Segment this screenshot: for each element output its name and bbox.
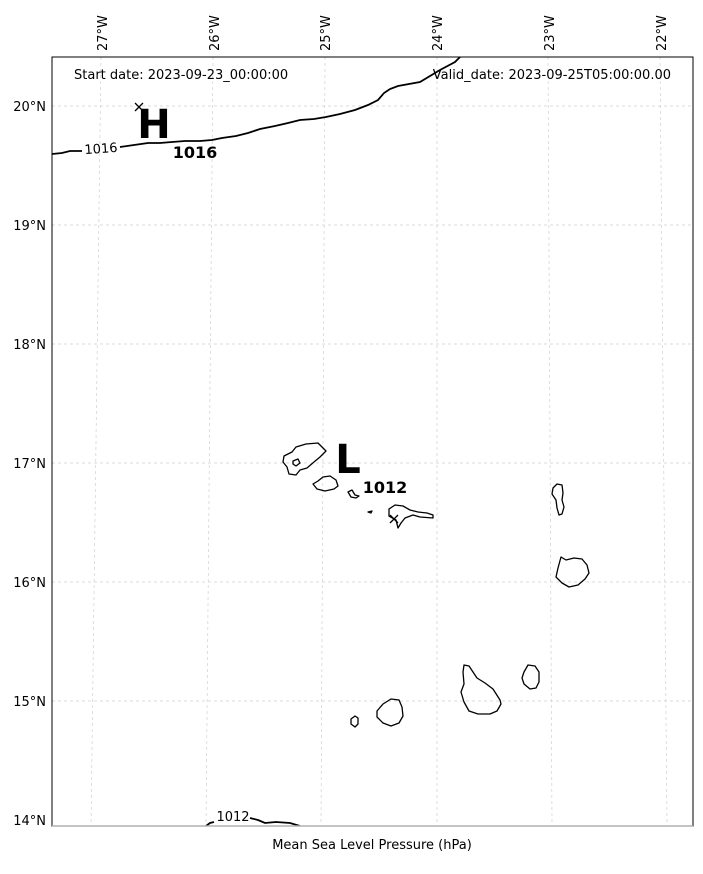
- grid-lon-25w: [320, 57, 326, 826]
- lat-label-15n: 15°N: [13, 695, 46, 710]
- island-sao-nicolau: [388, 504, 434, 529]
- isobar-lines: [52, 57, 461, 826]
- low-pressure-center: L 1012: [335, 437, 408, 524]
- valid-date-text: Valid_date: 2023-09-25T05:00:00.00: [433, 68, 671, 83]
- map-frame: [51, 56, 694, 827]
- lat-label-18n: 18°N: [13, 338, 46, 353]
- lat-label-20n: 20°N: [13, 100, 46, 115]
- high-center-marker: [134, 102, 144, 112]
- isobar-1016-north: [52, 57, 461, 155]
- lon-label-22w: 22°W: [655, 15, 670, 51]
- isobar-label-1012: 1012: [216, 810, 249, 825]
- latitude-labels: 20°N 19°N 18°N 17°N 16°N 15°N 14°N: [13, 100, 46, 829]
- lon-label-25w: 25°W: [319, 15, 334, 51]
- grid-lon-26w: [205, 57, 214, 826]
- island-fogo: [376, 698, 404, 727]
- coastlines: [282, 442, 590, 728]
- lon-label-26w: 26°W: [208, 15, 223, 51]
- longitude-labels: 27°W 26°W 25°W 24°W 23°W 22°W: [96, 15, 670, 51]
- lon-label-27w: 27°W: [96, 15, 111, 51]
- isobar-1012-south: [205, 817, 301, 826]
- island-boa-vista: [555, 556, 590, 588]
- island-brava: [350, 715, 359, 728]
- high-letter: H: [137, 102, 170, 148]
- lat-label-14n: 14°N: [13, 814, 46, 829]
- island-raso: [367, 510, 373, 514]
- high-value: 1016: [173, 143, 218, 162]
- lon-label-24w: 24°W: [431, 15, 446, 51]
- lat-label-19n: 19°N: [13, 219, 46, 234]
- lat-label-17n: 17°N: [13, 457, 46, 472]
- island-santa-luzia: [347, 489, 360, 499]
- map-xlabel: Mean Sea Level Pressure (hPa): [272, 838, 472, 853]
- island-maio: [521, 664, 540, 690]
- isobar-label-1016: 1016: [84, 141, 118, 158]
- island-sal: [551, 483, 565, 516]
- low-letter: L: [335, 437, 361, 483]
- island-sao-vicente: [312, 475, 339, 492]
- lon-label-23w: 23°W: [543, 15, 558, 51]
- low-value: 1012: [363, 478, 408, 497]
- lat-label-16n: 16°N: [13, 576, 46, 591]
- high-pressure-center: H 1016: [134, 102, 218, 162]
- start-date-text: Start date: 2023-09-23_00:00:00: [74, 68, 288, 83]
- graticule-grid: [52, 57, 693, 826]
- grid-lon-23w: [547, 57, 553, 826]
- low-center-marker: [389, 514, 399, 524]
- island-santiago: [460, 664, 502, 715]
- island-santo-antao: [282, 442, 327, 476]
- grid-lon-22w: [659, 57, 668, 826]
- island-santo-antao-crater: [292, 458, 301, 467]
- grid-lon-27w: [90, 57, 102, 826]
